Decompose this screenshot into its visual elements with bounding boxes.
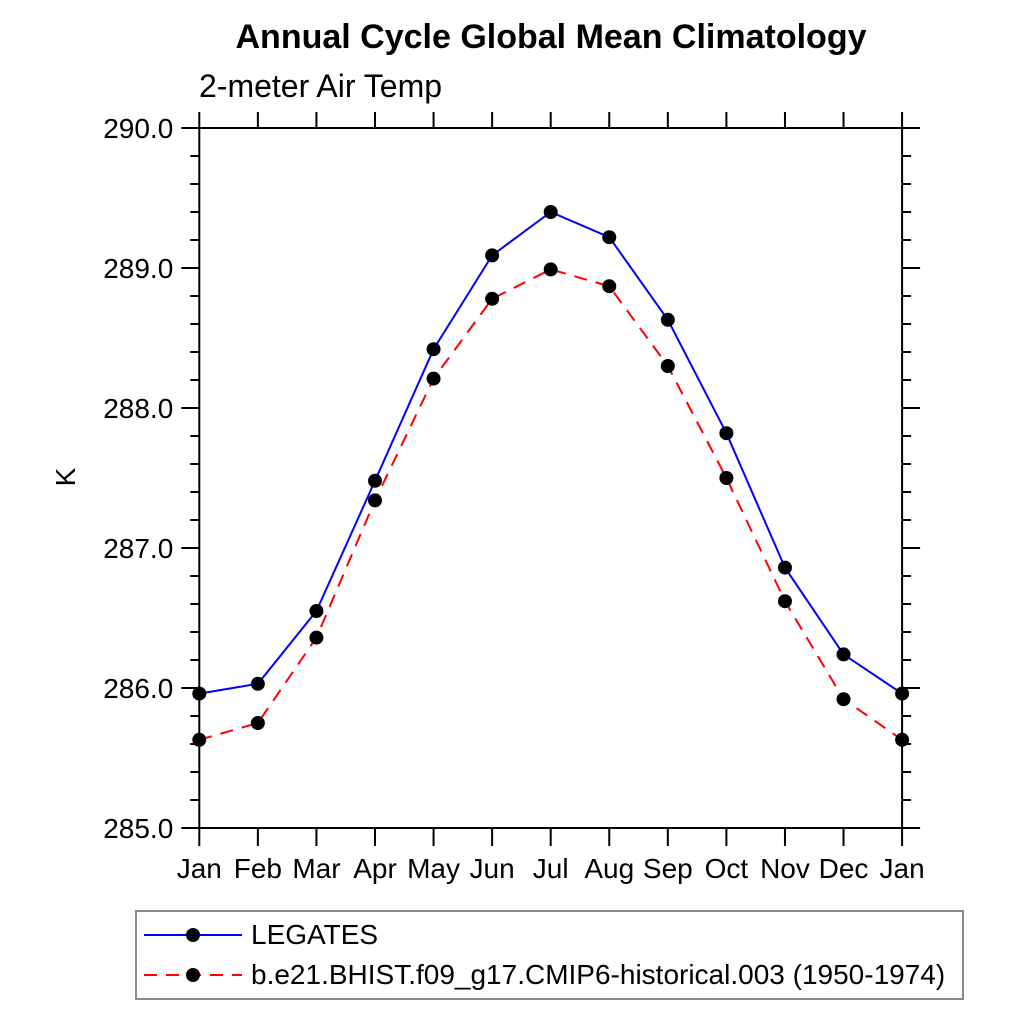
data-point-marker [602, 230, 617, 245]
x-axis-tick-label: Feb [234, 853, 282, 884]
x-axis-tick-label: May [407, 853, 460, 884]
data-point-marker [895, 732, 910, 747]
y-axis-tick-label: 288.0 [103, 393, 173, 424]
legend-row-legates: LEGATES [141, 919, 962, 950]
data-point-marker [602, 279, 617, 294]
data-point-marker [719, 426, 734, 441]
y-axis-tick-label: 286.0 [103, 673, 173, 704]
x-axis-tick-label: Oct [705, 853, 749, 884]
x-axis-tick-label: Dec [819, 853, 869, 884]
data-point-marker [719, 471, 734, 485]
data-point-marker [543, 205, 558, 219]
legend-row-model: b.e21.BHIST.f09_g17.CMIP6-historical.003… [141, 959, 962, 990]
data-point-marker [426, 371, 441, 386]
y-axis-tick-label: 287.0 [103, 533, 173, 564]
x-axis-tick-label: Sep [643, 853, 693, 884]
x-axis-tick-label: Jun [470, 853, 515, 884]
data-point-marker [660, 359, 675, 373]
data-point-marker [777, 594, 792, 609]
data-point-marker [309, 630, 324, 645]
data-point-marker [192, 686, 207, 701]
data-point-marker [485, 291, 500, 306]
data-point-marker [250, 676, 265, 691]
data-point-marker [250, 716, 265, 730]
y-axis-tick-labels: 285.0 286.0 287.0 288.0 289.0 290.0 [103, 113, 173, 844]
x-axis-tick-label: Jul [533, 853, 569, 884]
data-point-marker [368, 473, 382, 488]
x-axis-tick-label: Nov [760, 853, 810, 884]
x-axis-tick-label: Aug [584, 853, 634, 884]
plot-frame [181, 112, 921, 846]
series-model [192, 262, 910, 747]
data-point-marker [895, 686, 910, 701]
x-axis-tick-labels: Jan Feb Mar Apr May Jun Jul Aug Sep Oct Nov Dec Jan [177, 853, 925, 884]
data-point-marker [660, 312, 675, 327]
y-axis-tick-label: 290.0 [103, 113, 173, 144]
data-point-marker [426, 342, 441, 357]
x-axis-tick-label: Mar [292, 853, 340, 884]
series-legates [192, 205, 910, 701]
model-line-swatch [144, 968, 242, 982]
data-point-marker [836, 692, 851, 707]
data-point-marker [309, 604, 324, 618]
x-axis-tick-label: Jan [880, 853, 925, 884]
x-axis-tick-label: Jan [177, 853, 222, 884]
data-point-marker [192, 732, 207, 747]
data-point-marker [368, 493, 382, 508]
data-point-marker [836, 647, 851, 662]
x-axis-tick-label: Apr [353, 853, 397, 884]
chart-title: Annual Cycle Global Mean Climatology [235, 18, 867, 56]
data-point-marker [777, 560, 792, 575]
data-point-marker [485, 248, 500, 263]
legend-label-model: b.e21.BHIST.f09_g17.CMIP6-historical.003… [251, 959, 946, 990]
series-line [199, 268, 903, 741]
y-axis-tick-label: 285.0 [103, 813, 173, 844]
legates-line-swatch [144, 928, 242, 942]
data-point-marker [543, 262, 558, 277]
legend-label-legates: LEGATES [251, 919, 379, 950]
chart-subtitle: 2-meter Air Temp [199, 68, 443, 104]
legend: LEGATES b.e21.BHIST.f09_g17.CMIP6-histor… [135, 910, 964, 1000]
y-axis-tick-label: 289.0 [103, 253, 173, 284]
